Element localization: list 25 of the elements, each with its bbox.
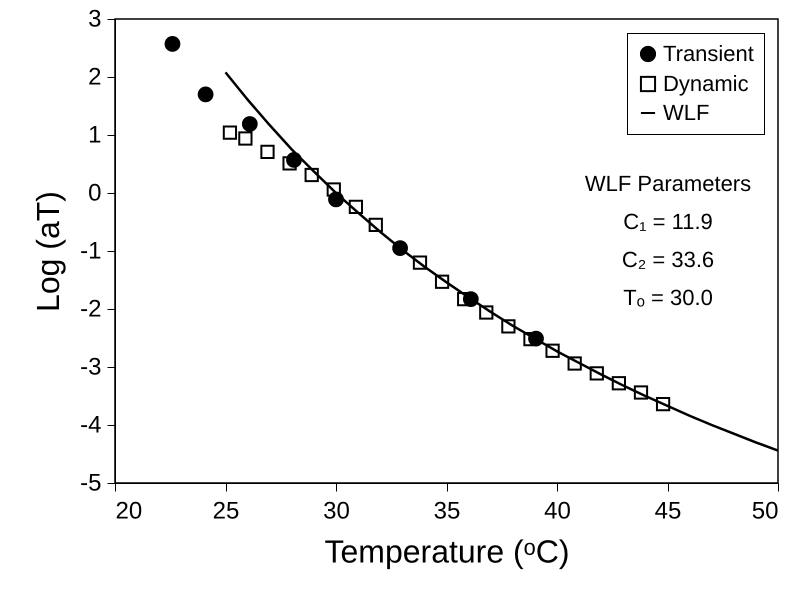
legend-label: Dynamic bbox=[663, 71, 749, 96]
x-tick-label: 45 bbox=[654, 498, 682, 524]
y-tick-label: -2 bbox=[80, 296, 102, 322]
x-tick-label: 20 bbox=[116, 498, 142, 524]
y-tick-label: -4 bbox=[80, 412, 102, 438]
y-tick-label: -1 bbox=[80, 238, 102, 264]
annotation: C₁ = 11.9 bbox=[623, 209, 713, 234]
y-tick-label: -5 bbox=[80, 470, 102, 496]
y-axis-title: Log (aT) bbox=[30, 191, 66, 312]
x-tick-label: 50 bbox=[752, 498, 778, 524]
x-tick-label: 30 bbox=[323, 498, 350, 524]
y-tick-label: 1 bbox=[88, 122, 102, 148]
annotation: C₂ = 33.6 bbox=[622, 247, 714, 272]
x-tick-label: 25 bbox=[212, 498, 240, 524]
x-axis-title: Temperature (ᵒC) bbox=[324, 534, 570, 570]
legend-label: WLF bbox=[663, 100, 710, 125]
x-tick-label: 40 bbox=[544, 498, 571, 524]
y-tick-label: 0 bbox=[88, 180, 102, 206]
y-tick-label: 3 bbox=[88, 6, 102, 32]
x-tick-label: 35 bbox=[434, 498, 460, 524]
y-tick-label: -3 bbox=[80, 354, 102, 380]
annotation: WLF Parameters bbox=[584, 171, 752, 196]
annotation: Tₒ = 30.0 bbox=[623, 285, 713, 310]
legend-label: Transient bbox=[663, 41, 754, 66]
y-tick-label: 2 bbox=[88, 64, 102, 90]
